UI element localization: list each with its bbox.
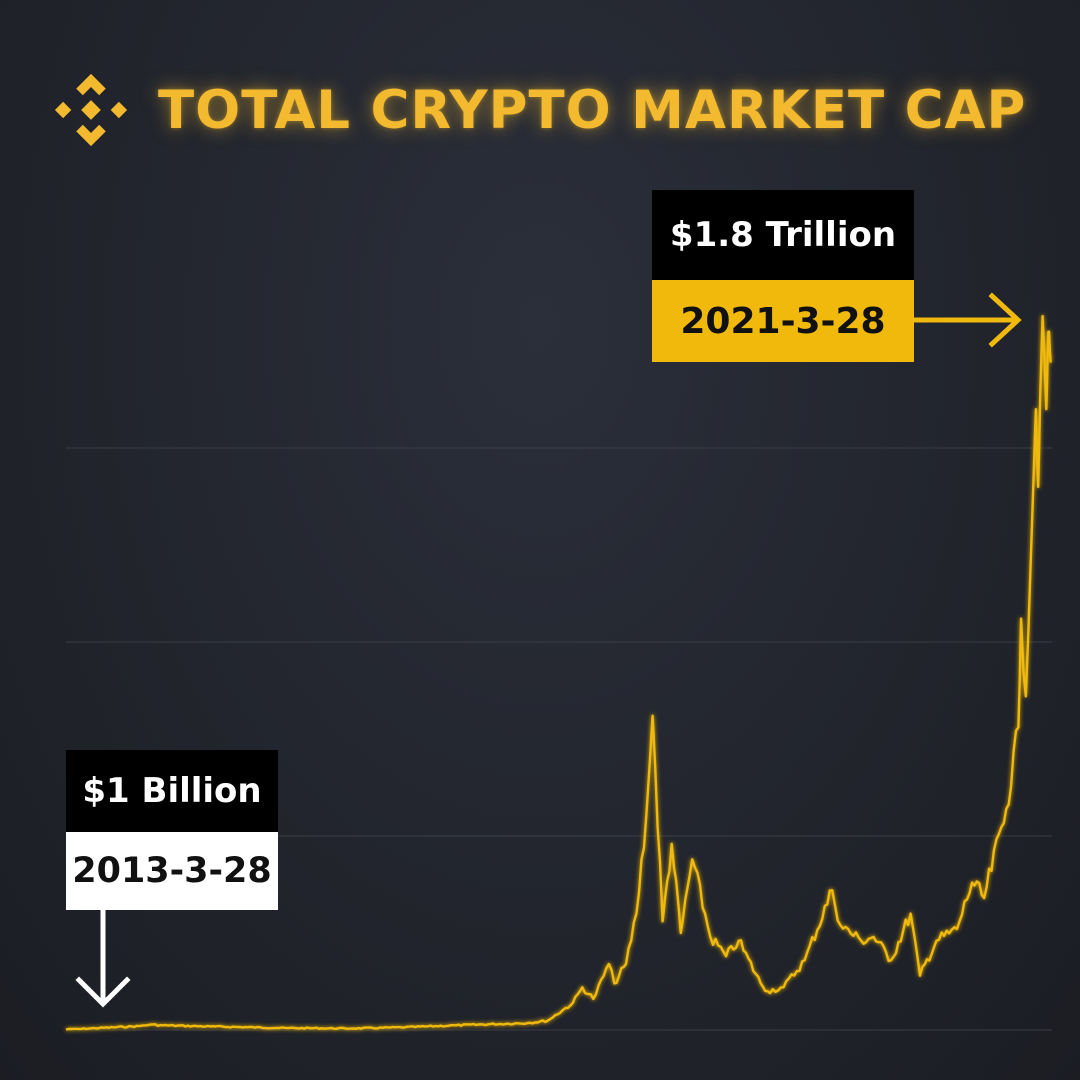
start-value-label: $1 Billion	[66, 750, 278, 832]
gridlines	[66, 447, 1052, 1031]
end-value-label: $1.8 Trillion	[652, 190, 914, 280]
series-line-0	[65, 314, 1052, 1031]
page-title: TOTAL CRYPTO MARKET CAP	[158, 79, 1027, 141]
arrow-right-icon	[913, 292, 1022, 348]
end-date-label: 2021-3-28	[652, 280, 914, 362]
binance-diamond-icon	[54, 73, 128, 147]
end-callout: $1.8 Trillion 2021-3-28	[652, 190, 914, 362]
start-callout: $1 Billion 2013-3-28	[66, 750, 278, 910]
start-date-label: 2013-3-28	[66, 832, 278, 910]
header: TOTAL CRYPTO MARKET CAP	[50, 70, 1026, 150]
arrow-down-icon	[75, 909, 131, 1008]
series-layer	[65, 314, 1052, 1031]
